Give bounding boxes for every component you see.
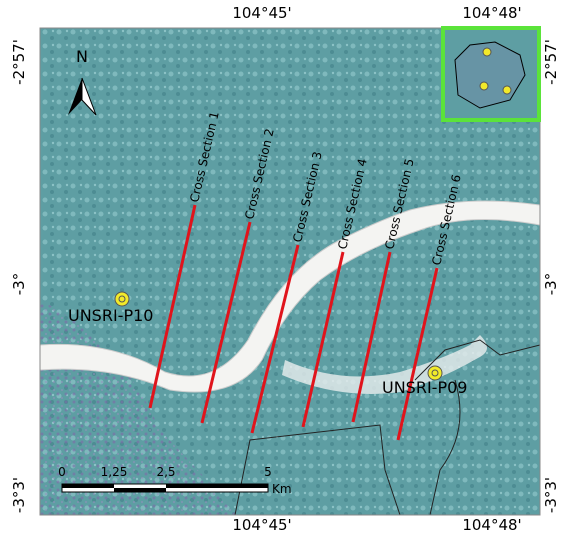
scale-tick-label: 2,5 <box>156 465 175 479</box>
longitude-label: 104°45' <box>232 516 291 534</box>
station-label: UNSRI-P10 <box>68 306 153 325</box>
longitude-label: 104°45' <box>232 4 291 22</box>
scale-tick-label: 1,25 <box>101 465 128 479</box>
map-figure: Cross Section 1 Cross Section 2 Cross Se… <box>0 0 567 538</box>
longitude-label: 104°48' <box>462 516 521 534</box>
latitude-label: -2°57' <box>542 39 560 85</box>
latitude-label: -3°3' <box>10 477 28 513</box>
scale-tick-label: 5 <box>264 465 272 479</box>
scale-tick-label: 0 <box>58 465 66 479</box>
latitude-label: -2°57' <box>10 39 28 85</box>
latitude-label: -3°3' <box>542 477 560 513</box>
inset-map <box>443 28 539 120</box>
latitude-label: -3° <box>10 273 28 295</box>
station-marker <box>115 292 129 306</box>
station-label: UNSRI-P09 <box>382 378 467 397</box>
latitude-label: -3° <box>542 273 560 295</box>
scale-unit: Km <box>272 482 292 496</box>
scale-bar <box>62 484 268 492</box>
longitude-label: 104°48' <box>462 4 521 22</box>
north-label: N <box>76 47 88 66</box>
